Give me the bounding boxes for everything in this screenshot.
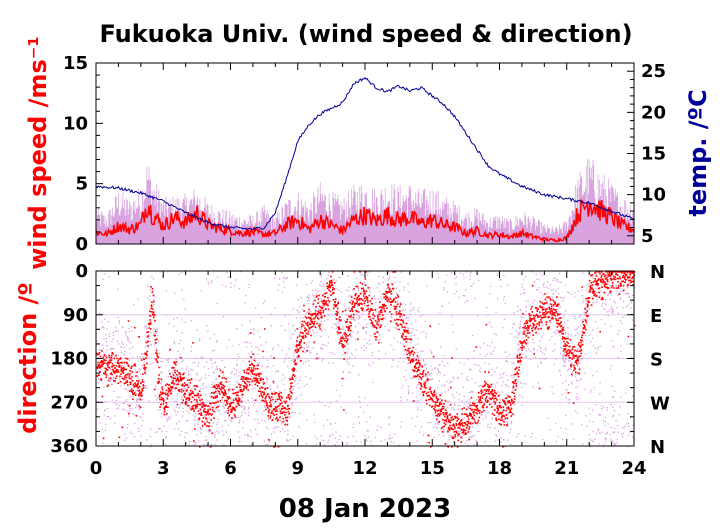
y-tick-label: 10	[63, 113, 88, 134]
y-tick-label: 180	[50, 349, 88, 370]
speed-panel: 0 5 10 15 5 10 15 20 25	[63, 53, 666, 255]
x-tick-label: 15	[420, 458, 445, 479]
y-tick-label: 15	[63, 53, 88, 74]
y-axis-label-speed: wind speed /ms⁻¹	[24, 36, 52, 270]
y2-tick-label: 15	[641, 144, 666, 165]
speed-lines	[95, 76, 635, 243]
x-axis-label-date: 08 Jan 2023	[279, 494, 451, 524]
y2-axis-label-temperature: temp. /ºC	[684, 89, 712, 216]
y-tick-label: 360	[50, 436, 88, 457]
y2-tick-label: S	[650, 350, 663, 371]
temperature-series	[95, 76, 635, 231]
x-tick-label: 24	[621, 458, 646, 479]
direction-points	[96, 271, 636, 448]
x-tick-label: 0	[90, 458, 103, 479]
speed-ticks: 0 5 10 15 5 10 15 20 25	[63, 53, 666, 255]
chart-title: Fukuoka Univ. (wind speed & direction)	[99, 20, 632, 48]
y2-tick-label: 5	[641, 226, 654, 247]
y-tick-label: 0	[75, 234, 88, 255]
x-tick-label: 18	[487, 458, 512, 479]
y-tick-label: 90	[63, 305, 88, 326]
direction-mean-series	[96, 271, 636, 448]
direction-panel: 0 N 90 E 180 S 270 W 360 N 0 3 6 9 12 15 18 21 24	[50, 261, 670, 479]
y2-tick-label: 20	[641, 102, 666, 123]
y2-tick-label: 25	[641, 61, 666, 82]
x-tick-label: 3	[157, 458, 170, 479]
speed-mean-series	[95, 199, 635, 243]
y2-tick-label: E	[650, 306, 662, 327]
y2-tick-label: N	[650, 437, 665, 458]
x-tick-label: 12	[352, 458, 377, 479]
y2-tick-label: W	[650, 393, 670, 414]
y2-tick-label: N	[650, 262, 665, 283]
y2-tick-label: 10	[641, 185, 666, 206]
y-tick-label: 270	[50, 392, 88, 413]
y-tick-label: 0	[75, 261, 88, 282]
x-tick-label: 6	[224, 458, 237, 479]
y-tick-label: 5	[75, 174, 88, 195]
y-axis-label-direction: direction /º	[14, 282, 42, 434]
x-tick-label: 9	[291, 458, 304, 479]
direction-ticks: 0 N 90 E 180 S 270 W 360 N 0 3 6 9 12 15 18 21 24	[50, 261, 670, 479]
x-tick-label: 21	[554, 458, 579, 479]
